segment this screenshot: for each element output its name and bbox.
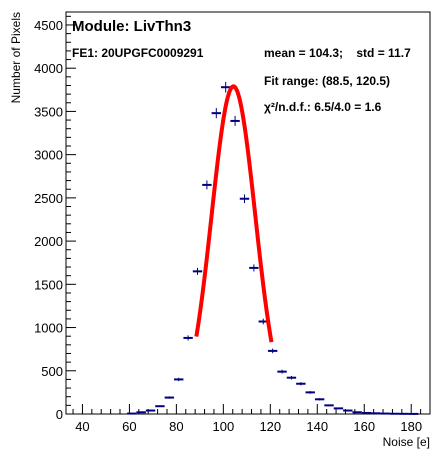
axis-ticks: 40 60 80 100 120 140 160 180 0 500 1000 1500 2000 250…: [34, 15, 422, 434]
data-point: [267, 348, 278, 354]
data-point: [249, 264, 259, 272]
x-tick-label: 120: [259, 419, 281, 434]
y-tick-label: 2500: [34, 191, 63, 206]
data-point: [296, 382, 306, 386]
data-point: [230, 115, 240, 126]
y-tick-label: 2000: [34, 234, 63, 249]
data-point: [277, 369, 287, 374]
data-point: [333, 407, 344, 410]
data-point: [136, 411, 146, 414]
data-point: [352, 411, 362, 414]
y-tick-label: 1500: [34, 277, 63, 292]
x-tick-label: 180: [400, 419, 422, 434]
data-point: [183, 335, 193, 341]
data-point: [192, 267, 203, 275]
x-tick-label: 100: [212, 419, 234, 434]
plot-frame: [65, 11, 431, 415]
y-axis-title: Number of Pixels: [9, 12, 23, 103]
data-point: [305, 391, 315, 394]
data-point: [343, 409, 353, 412]
data-point: [174, 377, 184, 382]
data-point: [164, 396, 175, 399]
data-point: [220, 81, 231, 93]
x-tick-label: 40: [75, 419, 89, 434]
data-point: [361, 411, 372, 414]
data-point: [239, 194, 250, 204]
data-point: [155, 405, 165, 408]
y-tick-label: 0: [56, 407, 63, 422]
chart-subtitle: FE1: 20UPGFC0009291: [72, 46, 204, 60]
data-point: [202, 180, 212, 190]
data-points: [127, 81, 419, 415]
data-point: [211, 108, 221, 119]
x-tick-label: 60: [122, 419, 136, 434]
y-tick-label: 4000: [34, 61, 63, 76]
data-point: [314, 398, 325, 401]
y-tick-label: 500: [41, 364, 63, 379]
x-tick-label: 80: [169, 419, 183, 434]
x-tick-label: 160: [353, 419, 375, 434]
x-tick-label: 140: [306, 419, 328, 434]
data-point: [145, 409, 156, 412]
mean-std-annotation: mean = 104.3; std = 11.7: [264, 46, 411, 60]
y-tick-label: 4500: [34, 18, 63, 33]
x-axis-title: Noise [e]: [383, 435, 430, 449]
chart-title: Module: LivThn3: [72, 18, 191, 35]
gaussian-fit-curve: [194, 84, 274, 343]
data-point: [286, 375, 297, 380]
y-tick-label: 1000: [34, 321, 63, 336]
fit-range-annotation: Fit range: (88.5, 120.5): [264, 74, 390, 88]
y-tick-label: 3500: [34, 104, 63, 119]
chi2-annotation: χ²/n.d.f.: 6.5/4.0 = 1.6: [264, 100, 382, 114]
y-tick-label: 3000: [34, 148, 63, 163]
data-point: [324, 404, 334, 407]
